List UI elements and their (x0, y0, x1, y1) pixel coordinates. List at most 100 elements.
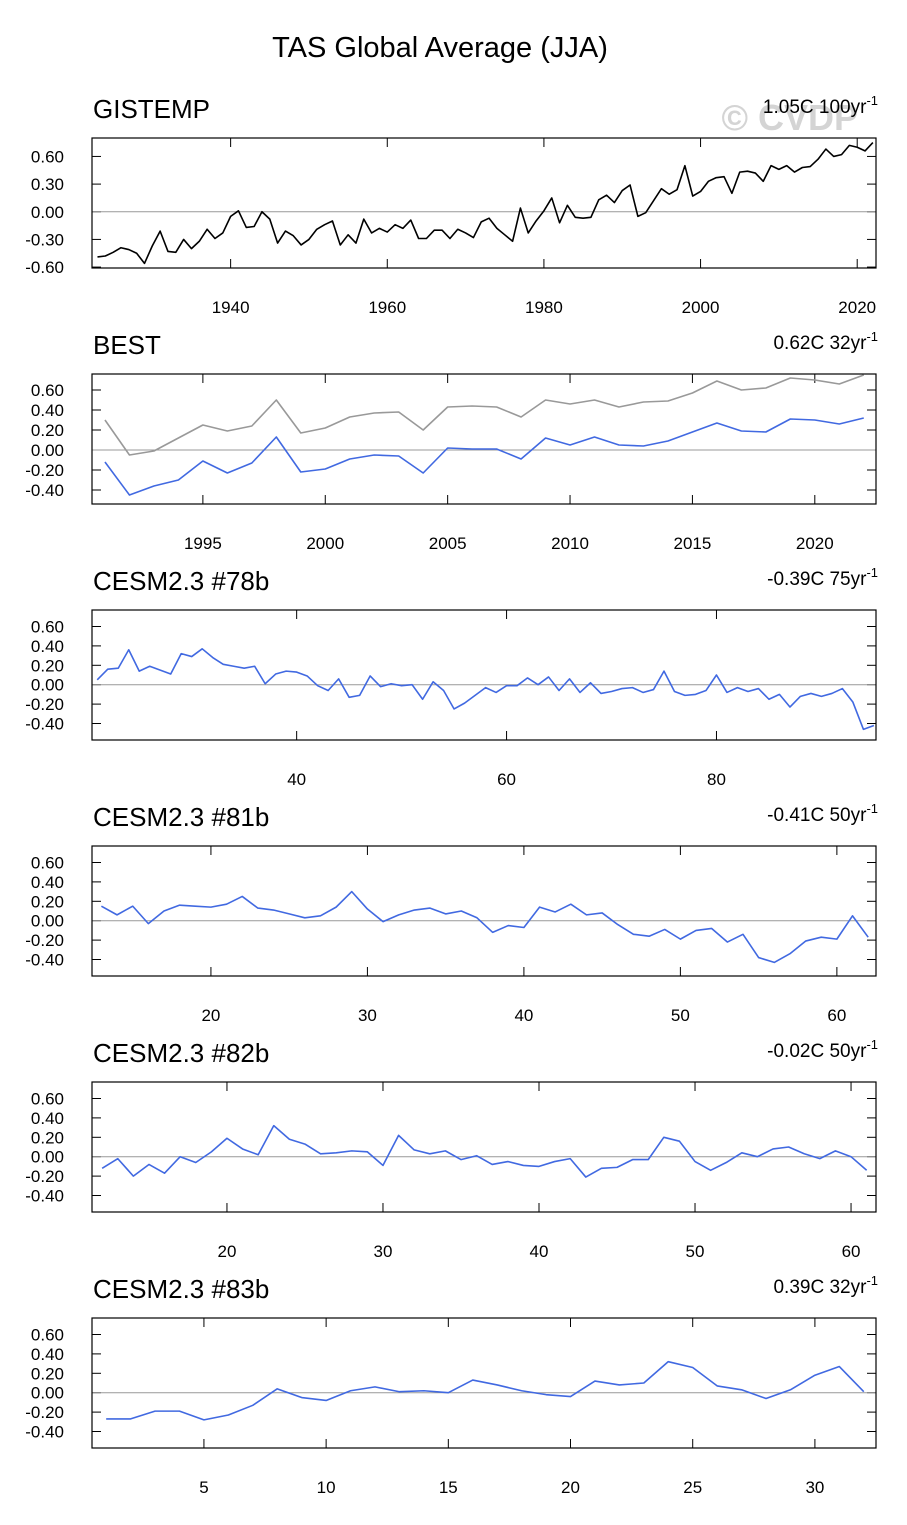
data-line (104, 374, 865, 456)
y-tick-label: 0.40 (31, 1109, 64, 1128)
x-tick-label: 60 (842, 1242, 861, 1261)
panel-title: BEST (93, 330, 161, 360)
x-tick-label: 10 (317, 1478, 336, 1497)
y-tick-label: 0.40 (31, 873, 64, 892)
y-tick-label: 0.40 (31, 637, 64, 656)
trend-label: -0.41C 50yr-1 (767, 801, 878, 826)
trend-text: -0.41C 50yr (767, 805, 867, 826)
plot-frame (91, 1317, 877, 1449)
y-tick-label: 0.00 (31, 441, 64, 460)
watermark: © CVDP (721, 97, 858, 138)
x-tick-label: 1980 (525, 298, 563, 317)
trend-exponent: -1 (866, 329, 878, 344)
x-tick-label: 15 (439, 1478, 458, 1497)
x-tick-label: 20 (217, 1242, 236, 1261)
data-line (104, 417, 864, 496)
y-tick-label: -0.60 (25, 258, 64, 277)
x-tick-label: 2000 (306, 534, 344, 553)
y-tick-label: 0.00 (31, 1384, 64, 1403)
y-tick-label: 0.20 (31, 421, 64, 440)
y-tick-label: 0.20 (31, 1128, 64, 1147)
y-tick-label: -0.40 (25, 481, 64, 500)
x-tick-label: 60 (497, 770, 516, 789)
y-tick-label: -0.40 (25, 715, 64, 734)
plot-frame (91, 1081, 877, 1213)
plot-lines (101, 1124, 868, 1178)
y-tick-label: -0.20 (25, 1403, 64, 1422)
plot-lines (97, 142, 874, 265)
x-tick-label: 20 (201, 1006, 220, 1025)
x-tick-label: 60 (827, 1006, 846, 1025)
x-tick-label: 20 (561, 1478, 580, 1497)
data-line (106, 1360, 865, 1421)
trend-exponent: -1 (866, 93, 878, 108)
y-tick-label: 0.60 (31, 617, 64, 636)
x-tick-label: 30 (374, 1242, 393, 1261)
plot-frame (91, 609, 877, 741)
trend-label: 0.39C 32yr-1 (773, 1273, 878, 1298)
x-tick-label: 40 (514, 1006, 533, 1025)
plot-frame (91, 845, 877, 977)
x-tick-label: 2020 (796, 534, 834, 553)
panel: CESM2.3 #81b -0.41C 50yr-1-0.40-0.200.000… (25, 801, 878, 1025)
x-tick-label: 25 (683, 1478, 702, 1497)
trend-label: 1.05C 100yr-1 (763, 93, 878, 118)
panel: CESM2.3 #78b -0.39C 75yr-1-0.40-0.200.000… (25, 565, 878, 789)
trend-label: 0.62C 32yr-1 (773, 329, 878, 354)
panel-title: CESM2.3 #78b (93, 566, 269, 596)
y-tick-label: 0.60 (31, 1089, 64, 1108)
trend-text: 0.39C 32yr (773, 1277, 867, 1298)
y-tick-label: -0.40 (25, 951, 64, 970)
y-tick-label: 0.40 (31, 401, 64, 420)
x-tick-label: 1940 (212, 298, 250, 317)
x-tick-label: 80 (707, 770, 726, 789)
y-tick-label: -0.20 (25, 695, 64, 714)
x-tick-label: 2020 (838, 298, 876, 317)
plot-lines (106, 1360, 865, 1421)
x-tick-label: 50 (686, 1242, 705, 1261)
y-tick-label: -0.20 (25, 931, 64, 950)
x-tick-label: 2010 (551, 534, 589, 553)
trend-text: -0.02C 50yr (767, 1041, 867, 1062)
x-tick-label: 1960 (368, 298, 406, 317)
trend-label: -0.02C 50yr-1 (767, 1037, 878, 1062)
trend-text: 0.62C 32yr (773, 333, 867, 354)
panel-title: CESM2.3 #83b (93, 1274, 269, 1304)
panel-title: CESM2.3 #82b (93, 1038, 269, 1068)
trend-exponent: -1 (866, 801, 878, 816)
y-tick-label: -0.40 (25, 1423, 64, 1442)
panel: CESM2.3 #83b 0.39C 32yr-1-0.40-0.200.000.… (25, 1273, 878, 1497)
plot-lines (104, 374, 865, 496)
panel: BEST 0.62C 32yr-1-0.40-0.200.000.200.400.… (25, 329, 878, 553)
x-tick-label: 30 (358, 1006, 377, 1025)
y-tick-label: 0.20 (31, 1364, 64, 1383)
y-tick-label: -0.30 (25, 230, 64, 249)
trend-exponent: -1 (866, 565, 878, 580)
y-tick-label: 0.00 (31, 203, 64, 222)
y-tick-label: 0.40 (31, 1345, 64, 1364)
x-tick-label: 2000 (682, 298, 720, 317)
y-tick-label: 0.20 (31, 656, 64, 675)
y-tick-label: 0.60 (31, 381, 64, 400)
plot-frame (91, 137, 877, 269)
x-tick-label: 40 (287, 770, 306, 789)
plot-frame (91, 373, 877, 505)
y-tick-label: -0.20 (25, 1167, 64, 1186)
trend-exponent: -1 (866, 1273, 878, 1288)
y-tick-label: 0.00 (31, 912, 64, 931)
y-tick-label: -0.20 (25, 461, 64, 480)
x-tick-label: 50 (671, 1006, 690, 1025)
x-tick-label: 40 (530, 1242, 549, 1261)
x-tick-label: 30 (805, 1478, 824, 1497)
panel-title: CESM2.3 #81b (93, 802, 269, 832)
panel: GISTEMP 1.05C 100yr-1 -0.60 -0.30 0.00 0.30 0.… (25, 93, 878, 317)
x-tick-label: 2015 (674, 534, 712, 553)
x-tick-label: 5 (199, 1478, 208, 1497)
y-tick-label: -0.40 (25, 1187, 64, 1206)
trend-text: -0.39C 75yr (767, 569, 867, 590)
y-tick-label: 0.00 (31, 1148, 64, 1167)
y-tick-label: 0.20 (31, 892, 64, 911)
data-line (101, 890, 869, 964)
plot-lines (96, 648, 875, 731)
